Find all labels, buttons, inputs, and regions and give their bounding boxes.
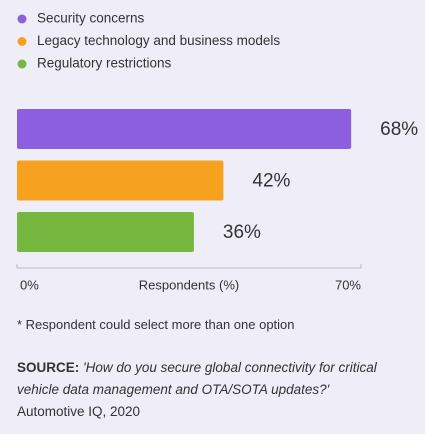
legend-label: Security concerns bbox=[37, 11, 145, 26]
x-axis-label: Respondents (%) bbox=[139, 277, 239, 292]
value-label: 42% bbox=[252, 171, 290, 192]
legend-marker bbox=[17, 14, 27, 24]
source-credit: Automotive IQ, 2020 bbox=[17, 404, 141, 419]
legend-marker bbox=[17, 37, 27, 46]
legend-label: Regulatory restrictions bbox=[37, 56, 172, 71]
bar bbox=[17, 109, 352, 149]
bar bbox=[17, 160, 224, 201]
x-tick-label: 70% bbox=[335, 277, 361, 292]
source-text: 'How do you secure global connectivity f… bbox=[17, 360, 377, 397]
source-label: SOURCE: bbox=[17, 360, 80, 375]
footnote: * Respondent could select more than one … bbox=[17, 317, 295, 332]
legend-label: Legacy technology and business models bbox=[37, 33, 280, 48]
value-label: 36% bbox=[223, 222, 261, 243]
bar bbox=[17, 212, 194, 252]
legend-marker bbox=[17, 59, 27, 69]
x-tick-label: 0% bbox=[20, 277, 39, 292]
source: SOURCE: 'How do you secure global connec… bbox=[17, 357, 412, 423]
value-label: 68% bbox=[380, 119, 418, 140]
